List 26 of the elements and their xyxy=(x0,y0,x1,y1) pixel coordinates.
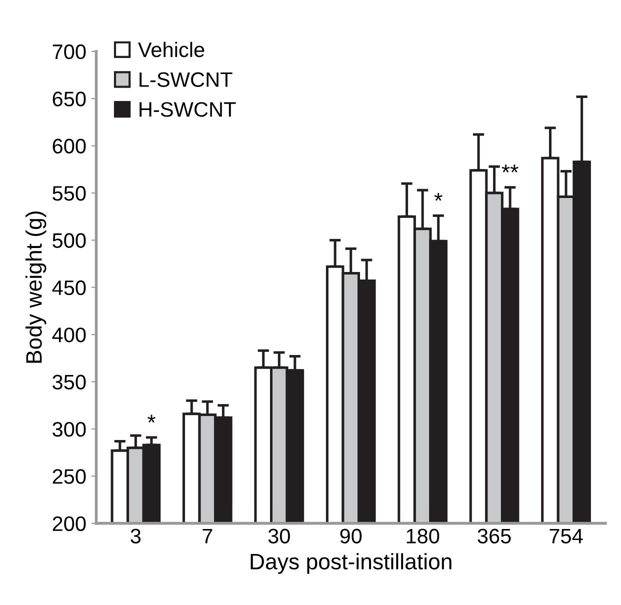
x-tick-label: 365 xyxy=(478,528,511,544)
y-tick-label: 200 xyxy=(52,516,86,532)
y-tick-label: 300 xyxy=(52,422,86,437)
annotation: * xyxy=(148,414,156,423)
x-tick-label: 3 xyxy=(130,528,141,544)
x-tick-label: 7 xyxy=(202,528,212,544)
x-tick-label: 30 xyxy=(268,528,290,544)
annotation: * xyxy=(434,192,442,201)
y-tick-label: 500 xyxy=(52,233,86,248)
legend-label: H-SWCNT xyxy=(140,102,236,117)
y-tick-label: 400 xyxy=(52,328,86,342)
y-tick-label: 250 xyxy=(52,469,86,484)
annotation: ** xyxy=(502,164,518,172)
y-tick-label: 350 xyxy=(52,374,86,390)
y-tick-label: 550 xyxy=(52,186,86,201)
legend-label: L-SWCNT xyxy=(140,72,232,87)
x-axis-title: Days post-instillation xyxy=(250,553,452,574)
y-tick-label: 450 xyxy=(52,280,86,296)
y-tick-label: 700 xyxy=(52,44,86,60)
y-tick-label: 650 xyxy=(52,92,86,106)
x-tick-label: 90 xyxy=(340,528,362,544)
legend-label: Vehicle xyxy=(138,42,204,58)
y-tick-label: 600 xyxy=(52,138,86,154)
y-axis-title: Body weight (g) xyxy=(26,212,46,363)
x-tick-label: 754 xyxy=(550,528,583,544)
x-tick-label: 180 xyxy=(406,528,440,544)
